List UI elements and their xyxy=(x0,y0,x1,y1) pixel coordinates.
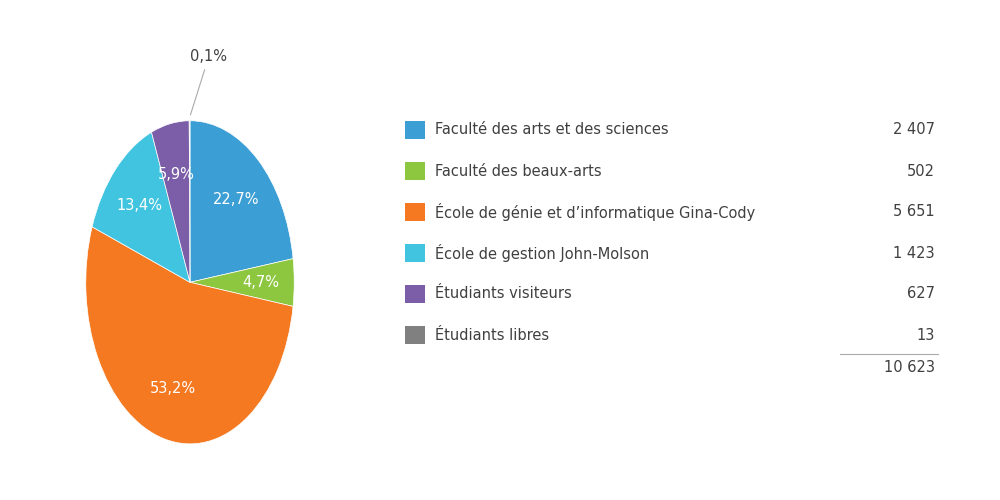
Text: Étudiants visiteurs: Étudiants visiteurs xyxy=(435,286,572,302)
Text: 4,7%: 4,7% xyxy=(242,275,279,290)
Wedge shape xyxy=(190,258,294,306)
Wedge shape xyxy=(86,227,293,444)
Text: 0,1%: 0,1% xyxy=(190,49,227,115)
Text: 22,7%: 22,7% xyxy=(213,192,260,206)
Text: 13,4%: 13,4% xyxy=(116,198,162,213)
Wedge shape xyxy=(190,121,293,282)
Text: Étudiants libres: Étudiants libres xyxy=(435,328,549,342)
Text: 2 407: 2 407 xyxy=(893,122,935,138)
Text: École de gestion John-Molson: École de gestion John-Molson xyxy=(435,244,649,262)
Text: École de génie et d’informatique Gina-Cody: École de génie et d’informatique Gina-Co… xyxy=(435,203,755,221)
Text: 627: 627 xyxy=(907,286,935,302)
Text: 53,2%: 53,2% xyxy=(149,381,196,396)
Text: 5 651: 5 651 xyxy=(893,204,935,220)
Text: 13: 13 xyxy=(917,328,935,342)
Text: Faculté des beaux-arts: Faculté des beaux-arts xyxy=(435,164,602,178)
Text: Faculté des arts et des sciences: Faculté des arts et des sciences xyxy=(435,122,669,138)
Text: 5,9%: 5,9% xyxy=(158,167,195,182)
Wedge shape xyxy=(151,121,190,282)
Text: 502: 502 xyxy=(907,164,935,178)
Text: 10 623: 10 623 xyxy=(884,360,935,375)
Text: 1 423: 1 423 xyxy=(893,246,935,260)
Wedge shape xyxy=(92,132,190,282)
